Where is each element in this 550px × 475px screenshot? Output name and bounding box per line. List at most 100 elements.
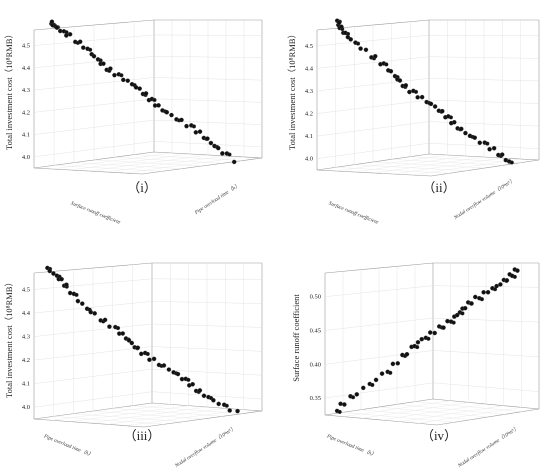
scatter-point: [197, 388, 203, 393]
wall-gridline: [33, 119, 263, 135]
scatter-point: [125, 78, 131, 83]
z-tick-label: 4.4: [305, 65, 314, 72]
scatter-point: [119, 73, 124, 78]
wall-gridline: [33, 368, 263, 384]
floor-gridline: [399, 405, 504, 422]
scatter-point: [404, 351, 410, 357]
scatter-point: [102, 317, 108, 323]
z-tick-label: 4.4: [22, 310, 31, 317]
z-axis-label-iii: Total investment cost（10⁸RMB）: [4, 278, 14, 398]
scatter-point: [415, 340, 421, 345]
scatter-point: [441, 325, 446, 330]
panel-iv: 0.35 0.40 0.45 0.50 Surface runoff coeffici…: [291, 262, 540, 470]
gridlines-i: [33, 20, 263, 174]
floor-gridline: [418, 407, 522, 424]
z-tick-label: 4.3: [22, 87, 30, 94]
scatter-point: [161, 363, 167, 368]
floor-right-label-iv: Nodal overflow volume（10⁴m³）: [456, 424, 520, 469]
z-tick-label: 4.4: [22, 65, 31, 72]
scatter-point: [211, 397, 216, 403]
z-ticks-iv: 0.35 0.40 0.45 0.50: [310, 294, 321, 402]
scatter-point: [469, 301, 474, 306]
scatter-point: [75, 298, 81, 304]
scatter-point: [460, 311, 465, 316]
scatter-point: [193, 130, 199, 135]
floor-right-label-iii: Nodal overflow volume（10⁴m³）: [173, 424, 237, 469]
scatter-point: [152, 97, 157, 103]
z-tick-label: 4.0: [305, 156, 313, 163]
scatter-point: [413, 89, 419, 94]
z-ticks-iii: 4.0 4.1 4.2 4.3 4.4 4.5: [22, 286, 31, 411]
floor-gridline: [105, 155, 227, 173]
scatter-point: [370, 382, 375, 387]
scatter-point: [463, 130, 468, 136]
scatter-point: [494, 283, 499, 289]
scatter-point: [379, 371, 385, 376]
gridlines-iii: [33, 263, 263, 426]
z-tick-label: 4.5: [22, 43, 30, 50]
scatter-point: [348, 37, 353, 42]
scatter-point: [403, 83, 409, 88]
z-tick-label: 0.50: [310, 294, 321, 301]
scatter-point: [428, 101, 434, 107]
scatter-point: [156, 103, 161, 108]
scatter-point: [459, 126, 464, 132]
scatter-point: [358, 46, 363, 51]
scatter-point: [186, 377, 191, 382]
scatter-points-i: [49, 19, 237, 165]
scatter-point: [427, 330, 433, 335]
z-tick-label: 0.35: [310, 395, 321, 402]
scatter-point: [115, 326, 121, 331]
wall-gridline: [324, 285, 540, 297]
z-tick-label: 4.3: [305, 88, 313, 95]
floor-gridline: [123, 156, 245, 174]
z-tick-label: 4.2: [305, 111, 313, 118]
scatter-point: [499, 152, 505, 157]
scatter-point: [145, 351, 150, 356]
scatter-point: [339, 24, 344, 30]
scatter-point: [205, 136, 210, 141]
floor-gridline: [410, 156, 522, 163]
scatter-point: [485, 290, 491, 295]
scatter-point: [184, 123, 189, 129]
panel-label-ii: （ii）: [422, 180, 455, 195]
scatter-point: [88, 309, 93, 315]
scatter-point: [498, 282, 503, 287]
scatter-point: [201, 393, 207, 399]
axes-box-ii: [316, 19, 540, 177]
scatter-point: [88, 47, 93, 52]
scatter-point: [509, 160, 514, 165]
z-tick-label: 4.3: [22, 334, 30, 341]
z-tick-label: 4.0: [22, 404, 30, 411]
scatter-point: [504, 278, 510, 283]
wall-gridline: [33, 301, 263, 314]
scatter-point: [419, 336, 424, 342]
floor-gridline: [113, 157, 223, 164]
z-tick-label: 0.45: [310, 327, 321, 334]
z-axis-label-i: Total investment cost（10⁸RMB）: [4, 30, 14, 150]
scatter-point: [231, 159, 237, 165]
scatter-point: [129, 340, 135, 346]
scatter-point: [220, 151, 225, 156]
floor-left-label-i: Surface runoff coefficient: [70, 199, 122, 225]
scatter-point: [91, 54, 97, 59]
scatter-point: [363, 47, 369, 53]
scatter-point: [227, 408, 232, 413]
top-back-edge: [324, 262, 539, 274]
scatter-point: [452, 120, 457, 125]
scatter-point: [473, 294, 478, 300]
scatter-point: [143, 91, 149, 96]
scatter-point: [80, 301, 85, 306]
scatter-point: [491, 145, 497, 151]
wall-gridline: [316, 121, 540, 137]
scatter-point: [179, 376, 185, 382]
top-back-edge: [316, 19, 539, 31]
scatter-point: [77, 39, 83, 44]
z-ticks-ii: 4.0 4.1 4.2 4.3 4.4 4.5: [305, 43, 314, 163]
scatter-point: [361, 385, 366, 391]
floor-gridline: [396, 404, 506, 415]
scatter-point: [164, 110, 170, 115]
floor-gridline: [133, 154, 243, 161]
panel-ii: 4.0 4.1 4.2 4.3 4.4 4.5 Total investment cost…: [287, 18, 540, 226]
scatter-point: [384, 62, 389, 67]
